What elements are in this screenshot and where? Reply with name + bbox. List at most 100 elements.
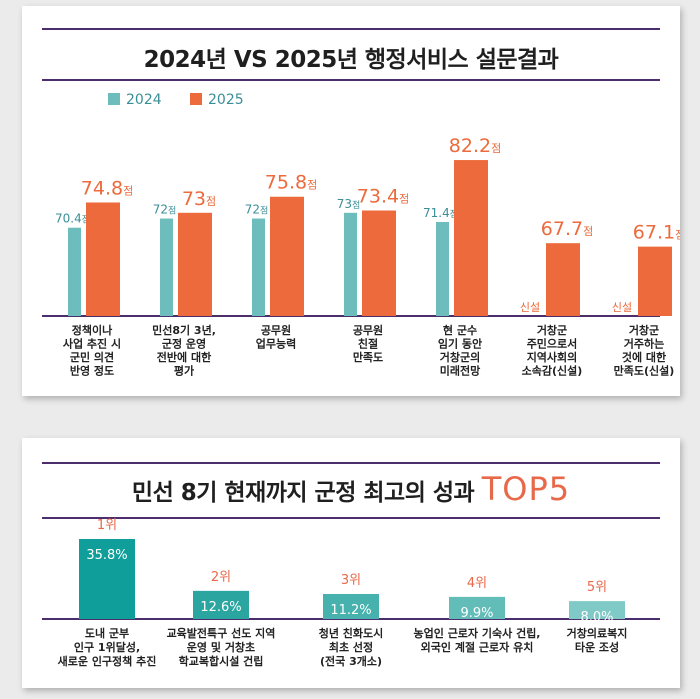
bar-2025	[178, 212, 212, 316]
unit-label: 점	[583, 225, 593, 238]
value-label-2024: 71.4점	[423, 206, 458, 220]
category-label: 학교복합시설 건립	[179, 654, 264, 668]
chart2-title-accent: TOP5	[481, 470, 571, 508]
bar-2025	[270, 196, 304, 316]
bar-2025	[638, 246, 672, 316]
category-label: 평가	[174, 364, 194, 378]
category-label: 것에 대한	[622, 350, 666, 364]
value-label-2024: 73점	[337, 197, 361, 211]
value-label-2025: 74.8점	[81, 177, 133, 199]
bar-rank-1	[79, 539, 135, 619]
category-label: 현 군수	[443, 323, 477, 337]
category-label: 농업인 근로자 기숙사 건립,	[414, 626, 541, 640]
chart2-title: 민선 8기 현재까지 군정 최고의 성과 TOP5	[22, 470, 680, 508]
category-label: 만족도	[353, 350, 383, 364]
unit-label: 점	[675, 229, 680, 242]
unit-label: 점	[260, 205, 268, 217]
value-label: 9.9%	[460, 606, 493, 621]
category-label: 새로운 인구정책 추진	[58, 654, 157, 668]
unit-label: 점	[82, 214, 90, 226]
category-label: 인구 1위달성,	[74, 640, 140, 654]
category-label: 임기 동안	[438, 337, 482, 351]
unit-label: 점	[307, 179, 317, 192]
category-label: 교육발전특구 선도 지역	[167, 626, 276, 640]
unit-label: 점	[352, 199, 360, 211]
legend-item-2024: 2024	[108, 92, 162, 108]
category-label: 지역사회의	[527, 350, 578, 364]
unit-label: 점	[491, 142, 501, 155]
bar-rank-4	[449, 596, 505, 619]
bar-rank-5	[569, 601, 625, 619]
category-label: 만족도(신설)	[614, 364, 675, 378]
category-label: 공무원	[261, 323, 291, 337]
bar-2025	[454, 160, 488, 316]
bar-rank-2	[193, 590, 249, 619]
value-label-2025: 73.4점	[357, 186, 409, 208]
value-label-2024: 72점	[245, 203, 269, 217]
value-label-2025: 67.7점	[541, 218, 593, 240]
unit-label: 점	[399, 193, 409, 206]
category-label: 주민으로서	[527, 337, 578, 351]
category-label: 미래전망	[440, 364, 480, 378]
value-label-2025: 67.1점	[633, 222, 680, 244]
value-label-2025: 82.2점	[449, 135, 501, 157]
category-label: 반영 정도	[70, 364, 114, 378]
category-label: 민선8기 3년,	[152, 323, 216, 337]
bar-2024	[344, 212, 357, 316]
legend-swatch-2025	[190, 93, 202, 105]
rank-label: 4위	[467, 576, 487, 591]
category-label: 친절	[358, 337, 378, 351]
category-label: 거주하는	[624, 337, 664, 351]
bar-2025	[86, 202, 120, 316]
bar-2025	[362, 210, 396, 316]
category-label: (전국 3개소)	[320, 654, 382, 668]
value-label-2024: 신설	[520, 301, 540, 314]
category-label: 도내 군부	[85, 626, 129, 640]
unit-label: 점	[168, 205, 176, 217]
bar-2024	[436, 221, 449, 316]
category-label: 외국인 계절 근로자 유치	[421, 640, 534, 654]
bar-2024	[252, 218, 265, 316]
legend-item-2025: 2025	[190, 92, 244, 108]
value-label-2025: 73점	[182, 188, 216, 210]
category-label: 최초 선정	[329, 640, 373, 654]
value-label-2024: 70.4점	[55, 212, 90, 226]
category-label: 사업 추진 시	[63, 337, 121, 351]
category-label: 거창군	[629, 323, 659, 337]
rank-label: 3위	[341, 573, 361, 588]
value-label: 11.2%	[330, 603, 371, 618]
title-rule-top	[42, 462, 660, 464]
category-label: 거창의료복지	[567, 626, 628, 640]
bar-2025	[546, 243, 580, 316]
legend-swatch-2024	[108, 93, 120, 105]
category-label: 청년 친화도시	[319, 626, 384, 640]
title-rule-bottom	[42, 517, 660, 519]
category-label: 정책이나	[72, 323, 112, 337]
rank-label: 5위	[587, 580, 607, 595]
category-label: 운영 및 거창초	[187, 640, 255, 654]
category-label: 업무능력	[256, 338, 296, 351]
unit-label: 점	[206, 195, 216, 208]
category-label: 타운 조성	[575, 640, 619, 654]
value-label: 35.8%	[86, 548, 127, 563]
chart2-title-text: 민선 8기 현재까지 군정 최고의 성과	[131, 480, 475, 506]
title-rule-bottom	[42, 79, 660, 81]
value-label: 12.6%	[200, 600, 241, 615]
legend-label-2024: 2024	[126, 92, 162, 108]
bar-2024	[68, 227, 81, 316]
value-label: 8.0%	[580, 610, 613, 625]
value-label-2024: 72점	[153, 203, 177, 217]
category-label: 군정 운영	[162, 337, 206, 351]
category-label: 소속감(신설)	[522, 364, 583, 378]
category-label: 군민 의견	[70, 350, 114, 364]
bar-2024	[160, 218, 173, 316]
legend-label-2025: 2025	[208, 92, 244, 108]
category-label: 공무원	[353, 323, 383, 337]
rank-label: 1위	[97, 518, 117, 533]
unit-label: 점	[123, 184, 133, 197]
survey-results-panel: 2024년 VS 2025년 행정서비스 설문결과 2024 2025 70.4…	[22, 6, 680, 396]
bar-rank-3	[323, 593, 379, 619]
category-label: 거창군의	[440, 350, 480, 364]
